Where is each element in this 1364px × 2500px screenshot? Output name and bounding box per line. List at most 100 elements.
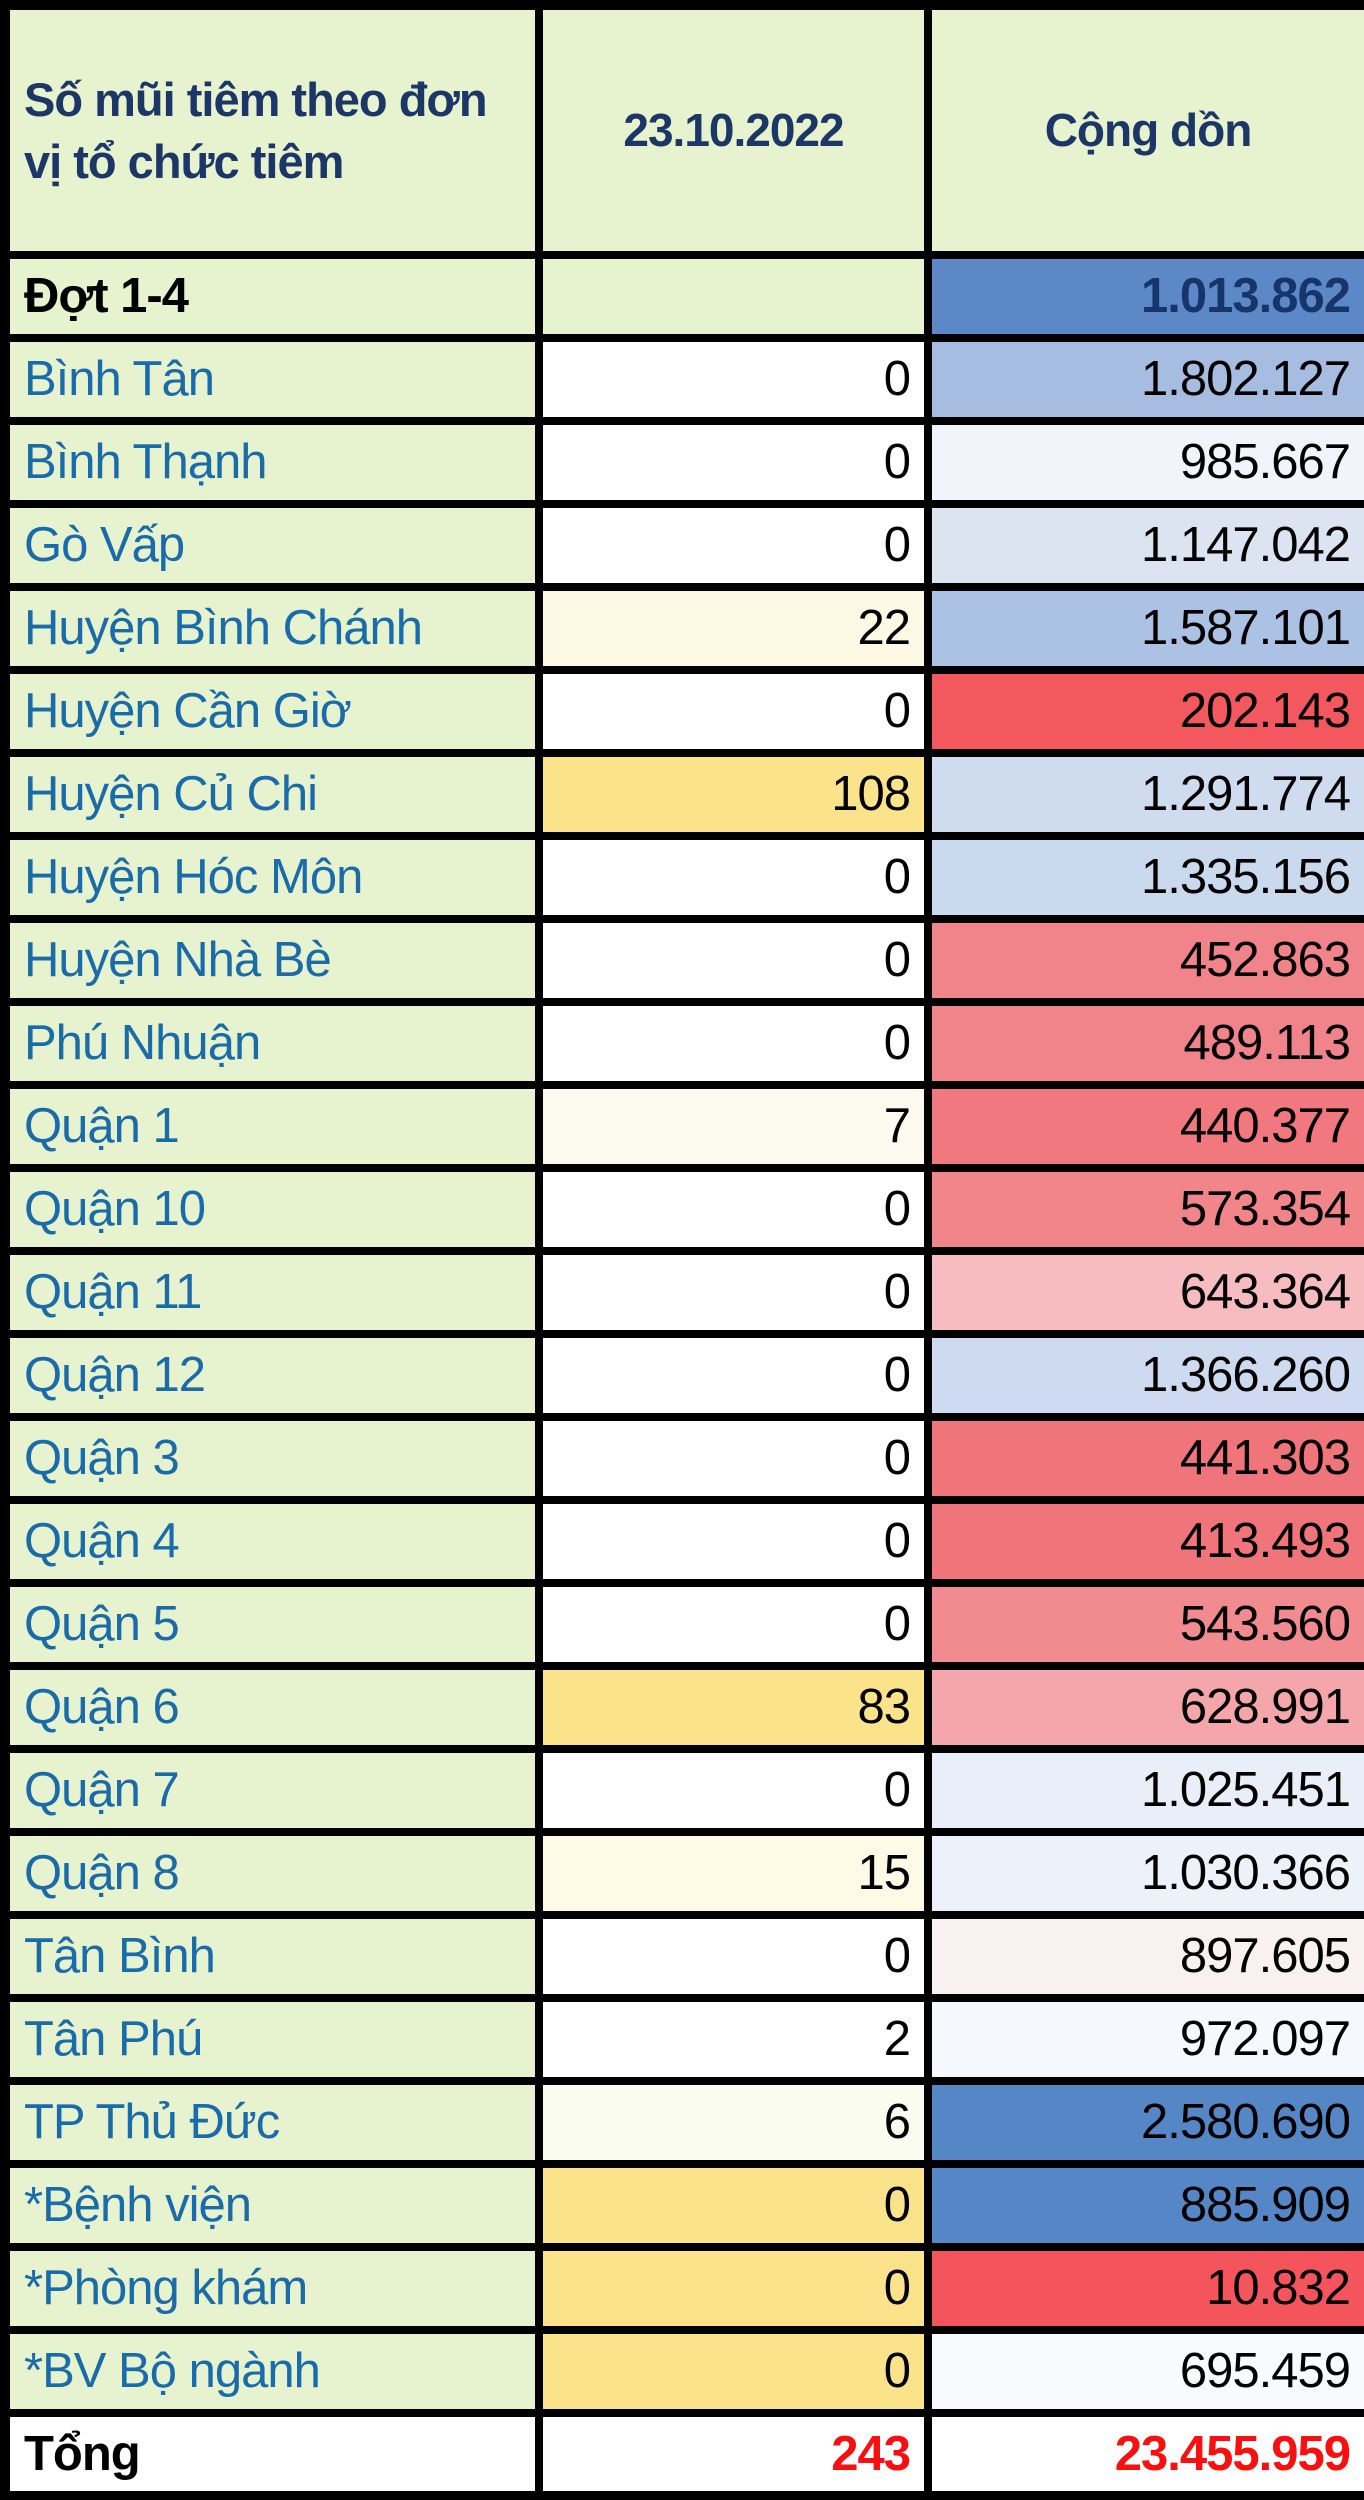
row-label-cell: *BV Bộ ngành xyxy=(1,2326,543,2417)
daily-dose-cell: 7 xyxy=(535,1081,932,1172)
daily-dose-cell: 0 xyxy=(535,1247,932,1338)
table-row: Quận 7 0 1.025.451 xyxy=(1,1745,1364,1836)
row-label-cell: Huyện Nhà Bè xyxy=(1,915,543,1006)
row-label-cell: Huyện Củ Chi xyxy=(1,749,543,840)
cumulative-dose-cell: 543.560 xyxy=(924,1579,1364,1670)
daily-dose-cell: 0 xyxy=(535,2243,932,2334)
cumulative-dose-cell: 1.587.101 xyxy=(924,583,1364,674)
cumulative-dose-cell: 972.097 xyxy=(924,1994,1364,2085)
daily-dose-cell: 83 xyxy=(535,1662,932,1753)
cumulative-dose-cell: 489.113 xyxy=(924,998,1364,1089)
cumulative-dose-cell: 202.143 xyxy=(924,666,1364,757)
row-label-cell: Quận 3 xyxy=(1,1413,543,1504)
daily-dose-cell: 0 xyxy=(535,1745,932,1836)
table-body: Đợt 1-4 1.013.862 Bình Tân 0 1.802.127 B… xyxy=(1,251,1364,2500)
table-row: Quận 1 7 440.377 xyxy=(1,1081,1364,1172)
table-row: Tân Bình 0 897.605 xyxy=(1,1911,1364,2002)
cumulative-dose-cell: 897.605 xyxy=(924,1911,1364,2002)
header-row: Số mũi tiêm theo đơn vị tổ chức tiêm 23.… xyxy=(1,1,1364,259)
row-label-cell: Quận 10 xyxy=(1,1164,543,1255)
cumulative-dose-cell: 643.364 xyxy=(924,1247,1364,1338)
row-label-cell: *Bệnh viện xyxy=(1,2160,543,2251)
row-label-cell: Huyện Cần Giờ xyxy=(1,666,543,757)
table-row: *Phòng khám 0 10.832 xyxy=(1,2243,1364,2334)
cumulative-dose-cell: 985.667 xyxy=(924,417,1364,508)
table-row: Quận 5 0 543.560 xyxy=(1,1579,1364,1670)
row-label-cell: Tân Phú xyxy=(1,1994,543,2085)
cumulative-dose-cell: 628.991 xyxy=(924,1662,1364,1753)
table-row: Huyện Cần Giờ 0 202.143 xyxy=(1,666,1364,757)
row-label-cell: Quận 5 xyxy=(1,1579,543,1670)
table-row: Huyện Bình Chánh 22 1.587.101 xyxy=(1,583,1364,674)
row-label-cell: Phú Nhuận xyxy=(1,998,543,1089)
row-label-cell: Tân Bình xyxy=(1,1911,543,2002)
row-label-cell: Gò Vấp xyxy=(1,500,543,591)
daily-dose-cell xyxy=(535,251,932,342)
row-label-cell: Huyện Bình Chánh xyxy=(1,583,543,674)
header-date-column: 23.10.2022 xyxy=(535,1,932,259)
daily-dose-cell: 22 xyxy=(535,583,932,674)
table-row: Quận 10 0 573.354 xyxy=(1,1164,1364,1255)
cumulative-dose-cell: 23.455.959 xyxy=(924,2409,1364,2500)
daily-dose-cell: 0 xyxy=(535,998,932,1089)
row-label-cell: Đợt 1-4 xyxy=(1,251,543,342)
row-label-cell: Quận 12 xyxy=(1,1330,543,1421)
daily-dose-cell: 15 xyxy=(535,1828,932,1919)
cumulative-dose-cell: 695.459 xyxy=(924,2326,1364,2417)
cumulative-dose-cell: 1.802.127 xyxy=(924,334,1364,425)
cumulative-dose-cell: 2.580.690 xyxy=(924,2077,1364,2168)
daily-dose-cell: 243 xyxy=(535,2409,932,2500)
daily-dose-cell: 0 xyxy=(535,832,932,923)
daily-dose-cell: 0 xyxy=(535,1579,932,1670)
daily-dose-cell: 0 xyxy=(535,1911,932,2002)
row-label-cell: TP Thủ Đức xyxy=(1,2077,543,2168)
table-row: *BV Bộ ngành 0 695.459 xyxy=(1,2326,1364,2417)
table-row: Tân Phú 2 972.097 xyxy=(1,1994,1364,2085)
table-row: Quận 11 0 643.364 xyxy=(1,1247,1364,1338)
cumulative-dose-cell: 452.863 xyxy=(924,915,1364,1006)
cumulative-dose-cell: 1.291.774 xyxy=(924,749,1364,840)
table-row: TP Thủ Đức 6 2.580.690 xyxy=(1,2077,1364,2168)
table-row: Huyện Củ Chi 108 1.291.774 xyxy=(1,749,1364,840)
table-row: Quận 8 15 1.030.366 xyxy=(1,1828,1364,1919)
daily-dose-cell: 0 xyxy=(535,500,932,591)
row-label-cell: *Phòng khám xyxy=(1,2243,543,2334)
daily-dose-cell: 2 xyxy=(535,1994,932,2085)
daily-dose-cell: 0 xyxy=(535,417,932,508)
daily-dose-cell: 0 xyxy=(535,2326,932,2417)
daily-dose-cell: 0 xyxy=(535,334,932,425)
table-row: Bình Thạnh 0 985.667 xyxy=(1,417,1364,508)
table-row: Quận 3 0 441.303 xyxy=(1,1413,1364,1504)
table-row: Huyện Hóc Môn 0 1.335.156 xyxy=(1,832,1364,923)
table-row: Quận 4 0 413.493 xyxy=(1,1496,1364,1587)
daily-dose-cell: 0 xyxy=(535,1164,932,1255)
cumulative-dose-cell: 1.335.156 xyxy=(924,832,1364,923)
daily-dose-cell: 108 xyxy=(535,749,932,840)
daily-dose-cell: 0 xyxy=(535,1330,932,1421)
daily-dose-cell: 0 xyxy=(535,2160,932,2251)
cumulative-dose-cell: 10.832 xyxy=(924,2243,1364,2334)
daily-dose-cell: 0 xyxy=(535,666,932,757)
cumulative-dose-cell: 1.030.366 xyxy=(924,1828,1364,1919)
daily-dose-cell: 0 xyxy=(535,915,932,1006)
table-row: Quận 6 83 628.991 xyxy=(1,1662,1364,1753)
daily-dose-cell: 0 xyxy=(535,1413,932,1504)
table-row: Gò Vấp 0 1.147.042 xyxy=(1,500,1364,591)
daily-dose-cell: 0 xyxy=(535,1496,932,1587)
header-cumulative-column: Cộng dồn xyxy=(924,1,1364,259)
daily-dose-cell: 6 xyxy=(535,2077,932,2168)
cumulative-dose-cell: 440.377 xyxy=(924,1081,1364,1172)
cumulative-dose-cell: 1.025.451 xyxy=(924,1745,1364,1836)
row-label-cell: Huyện Hóc Môn xyxy=(1,832,543,923)
row-label-cell: Quận 7 xyxy=(1,1745,543,1836)
cumulative-dose-cell: 1.147.042 xyxy=(924,500,1364,591)
table-row: Phú Nhuận 0 489.113 xyxy=(1,998,1364,1089)
table-row: Quận 12 0 1.366.260 xyxy=(1,1330,1364,1421)
cumulative-dose-cell: 573.354 xyxy=(924,1164,1364,1255)
row-label-cell: Quận 11 xyxy=(1,1247,543,1338)
table-row: Bình Tân 0 1.802.127 xyxy=(1,334,1364,425)
cumulative-dose-cell: 413.493 xyxy=(924,1496,1364,1587)
cumulative-dose-cell: 441.303 xyxy=(924,1413,1364,1504)
row-label-cell: Quận 4 xyxy=(1,1496,543,1587)
row-label-cell: Bình Tân xyxy=(1,334,543,425)
